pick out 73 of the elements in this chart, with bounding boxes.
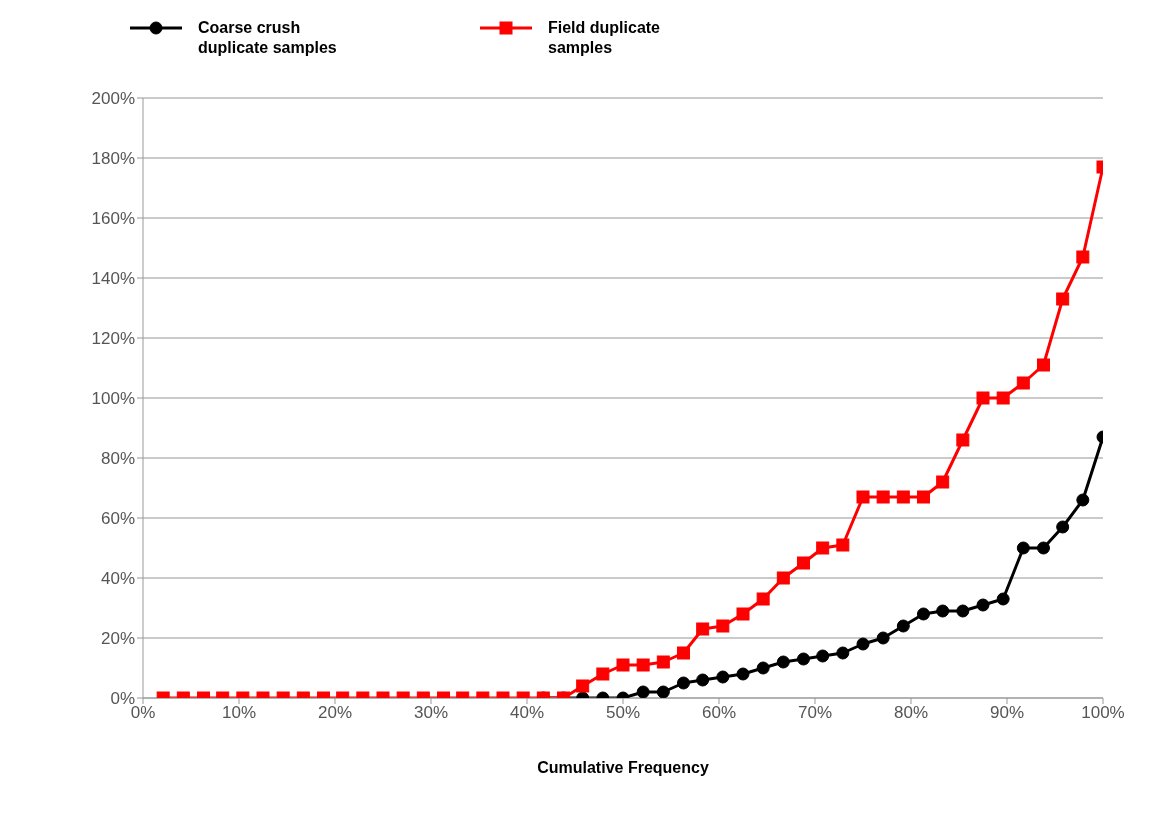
point — [756, 592, 770, 606]
y-tick-label: 200% — [91, 89, 135, 109]
point — [1076, 250, 1090, 264]
point — [956, 433, 970, 447]
point — [956, 604, 970, 618]
point — [996, 391, 1010, 405]
point — [1036, 541, 1050, 555]
x-tick-label: 0% — [130, 703, 156, 723]
point — [576, 679, 590, 693]
x-tick-label: 90% — [989, 703, 1025, 723]
point — [816, 541, 830, 555]
point — [756, 661, 770, 675]
point — [796, 652, 810, 666]
point — [936, 604, 950, 618]
point — [836, 646, 850, 660]
point — [836, 538, 850, 552]
point — [596, 667, 610, 681]
y-tick-label: 40% — [100, 569, 135, 589]
point — [976, 598, 990, 612]
y-tick-label: 140% — [91, 269, 135, 289]
point — [776, 655, 790, 669]
point — [916, 607, 930, 621]
point — [1016, 376, 1030, 390]
x-tick-label: 50% — [605, 703, 641, 723]
y-tick-label: 180% — [91, 149, 135, 169]
point — [1036, 358, 1050, 372]
point — [636, 658, 650, 672]
y-tick-label: 60% — [100, 509, 135, 529]
point — [1056, 520, 1070, 534]
point — [616, 658, 630, 672]
x-tick-label: 100% — [1081, 703, 1125, 723]
x-axis-title: Cumulative Frequency — [537, 759, 709, 776]
point — [976, 391, 990, 405]
point — [916, 490, 930, 504]
point — [716, 619, 730, 633]
y-tick-label: 120% — [91, 329, 135, 349]
point — [1076, 493, 1090, 507]
point — [1056, 292, 1070, 306]
x-tick-label: 10% — [221, 703, 257, 723]
y-tick-label: 160% — [91, 209, 135, 229]
point — [736, 667, 750, 681]
legend-label: Field duplicate samples — [548, 18, 661, 58]
point — [816, 649, 830, 663]
point — [856, 637, 870, 651]
point — [936, 475, 950, 489]
point — [696, 622, 710, 636]
x-tick-label: 60% — [701, 703, 737, 723]
point — [676, 646, 690, 660]
point — [856, 490, 870, 504]
point — [736, 607, 750, 621]
point — [896, 490, 910, 504]
x-tick-label: 70% — [797, 703, 833, 723]
point — [876, 490, 890, 504]
point — [676, 676, 690, 690]
x-tick-label: 80% — [893, 703, 929, 723]
point — [656, 685, 670, 698]
point — [1016, 541, 1030, 555]
x-tick-label: 30% — [413, 703, 449, 723]
point — [656, 655, 670, 669]
x-tick-label: 40% — [509, 703, 545, 723]
point — [876, 631, 890, 645]
y-tick-label: 80% — [100, 449, 135, 469]
point — [776, 571, 790, 585]
point — [896, 619, 910, 633]
x-tick-label: 20% — [317, 703, 353, 723]
legend-label: Coarse crush duplicate samples — [198, 18, 338, 58]
point — [716, 670, 730, 684]
point — [636, 685, 650, 698]
y-tick-label: 20% — [100, 629, 135, 649]
point — [996, 592, 1010, 606]
y-tick-label: 100% — [91, 389, 135, 409]
point — [696, 673, 710, 687]
point — [796, 556, 810, 570]
